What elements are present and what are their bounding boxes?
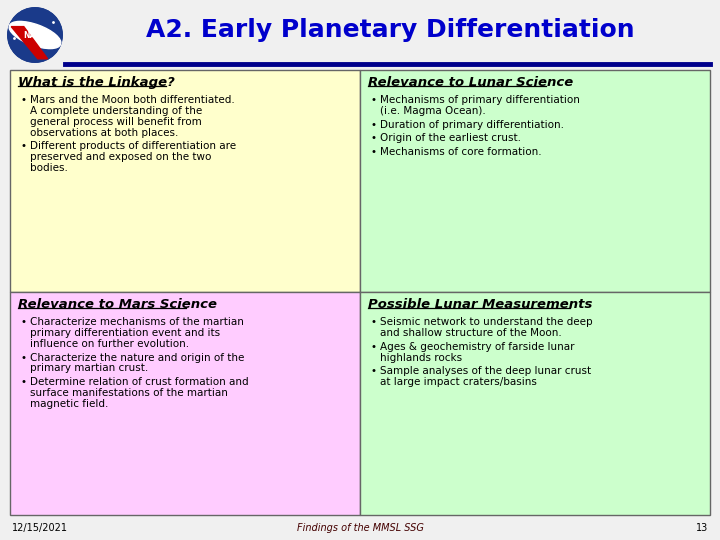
Text: and shallow structure of the Moon.: and shallow structure of the Moon. [380,328,562,338]
Text: preserved and exposed on the two: preserved and exposed on the two [30,152,212,163]
Text: general process will benefit from: general process will benefit from [30,117,202,127]
Text: highlands rocks: highlands rocks [380,353,462,362]
Text: 12/15/2021: 12/15/2021 [12,523,68,533]
Text: Duration of primary differentiation.: Duration of primary differentiation. [380,120,564,130]
Text: Mechanisms of primary differentiation: Mechanisms of primary differentiation [380,95,580,105]
Text: •: • [370,120,376,130]
Text: What is the Linkage?: What is the Linkage? [18,76,175,89]
Text: •: • [20,377,26,387]
Text: primary martian crust.: primary martian crust. [30,363,148,374]
Text: •: • [20,353,26,362]
Text: Determine relation of crust formation and: Determine relation of crust formation an… [30,377,248,387]
Text: Mars and the Moon both differentiated.: Mars and the Moon both differentiated. [30,95,235,105]
Text: primary differentiation event and its: primary differentiation event and its [30,328,220,338]
Text: •: • [370,317,376,327]
Text: Origin of the earliest crust.: Origin of the earliest crust. [380,133,521,143]
Text: observations at both places.: observations at both places. [30,128,179,138]
Circle shape [7,7,63,63]
Text: Mechanisms of core formation.: Mechanisms of core formation. [380,147,541,157]
Text: surface manifestations of the martian: surface manifestations of the martian [30,388,228,398]
Text: Possible Lunar Measurements: Possible Lunar Measurements [368,298,593,311]
Text: influence on further evolution.: influence on further evolution. [30,339,189,349]
Text: at large impact craters/basins: at large impact craters/basins [380,377,537,387]
Text: •: • [370,95,376,105]
Text: bodies.: bodies. [30,163,68,173]
Text: •: • [370,342,376,352]
Bar [360,70,710,292]
Text: •: • [370,133,376,143]
Text: magnetic field.: magnetic field. [30,399,109,409]
Text: Relevance to Lunar Science: Relevance to Lunar Science [368,76,573,89]
Text: A complete understanding of the: A complete understanding of the [30,106,202,116]
Text: A2. Early Planetary Differentiation: A2. Early Planetary Differentiation [145,18,634,42]
Text: 13: 13 [696,523,708,533]
Ellipse shape [9,22,61,49]
Bar [10,70,360,292]
Text: Different products of differentiation are: Different products of differentiation ar… [30,141,236,151]
Text: Characterize mechanisms of the martian: Characterize mechanisms of the martian [30,317,244,327]
Text: Findings of the MMSL SSG: Findings of the MMSL SSG [297,523,423,533]
Text: Seismic network to understand the deep: Seismic network to understand the deep [380,317,593,327]
Bar [10,292,360,515]
Text: (i.e. Magma Ocean).: (i.e. Magma Ocean). [380,106,486,116]
Text: Ages & geochemistry of farside lunar: Ages & geochemistry of farside lunar [380,342,575,352]
Text: •: • [370,366,376,376]
Polygon shape [12,26,48,59]
Text: Sample analyses of the deep lunar crust: Sample analyses of the deep lunar crust [380,366,591,376]
Text: •: • [20,141,26,151]
Text: •: • [370,147,376,157]
Text: Relevance to Mars Science: Relevance to Mars Science [18,298,217,311]
Text: •: • [20,317,26,327]
Text: NASA: NASA [23,30,47,39]
Bar [360,292,710,515]
Text: Characterize the nature and origin of the: Characterize the nature and origin of th… [30,353,244,362]
Text: •: • [20,95,26,105]
